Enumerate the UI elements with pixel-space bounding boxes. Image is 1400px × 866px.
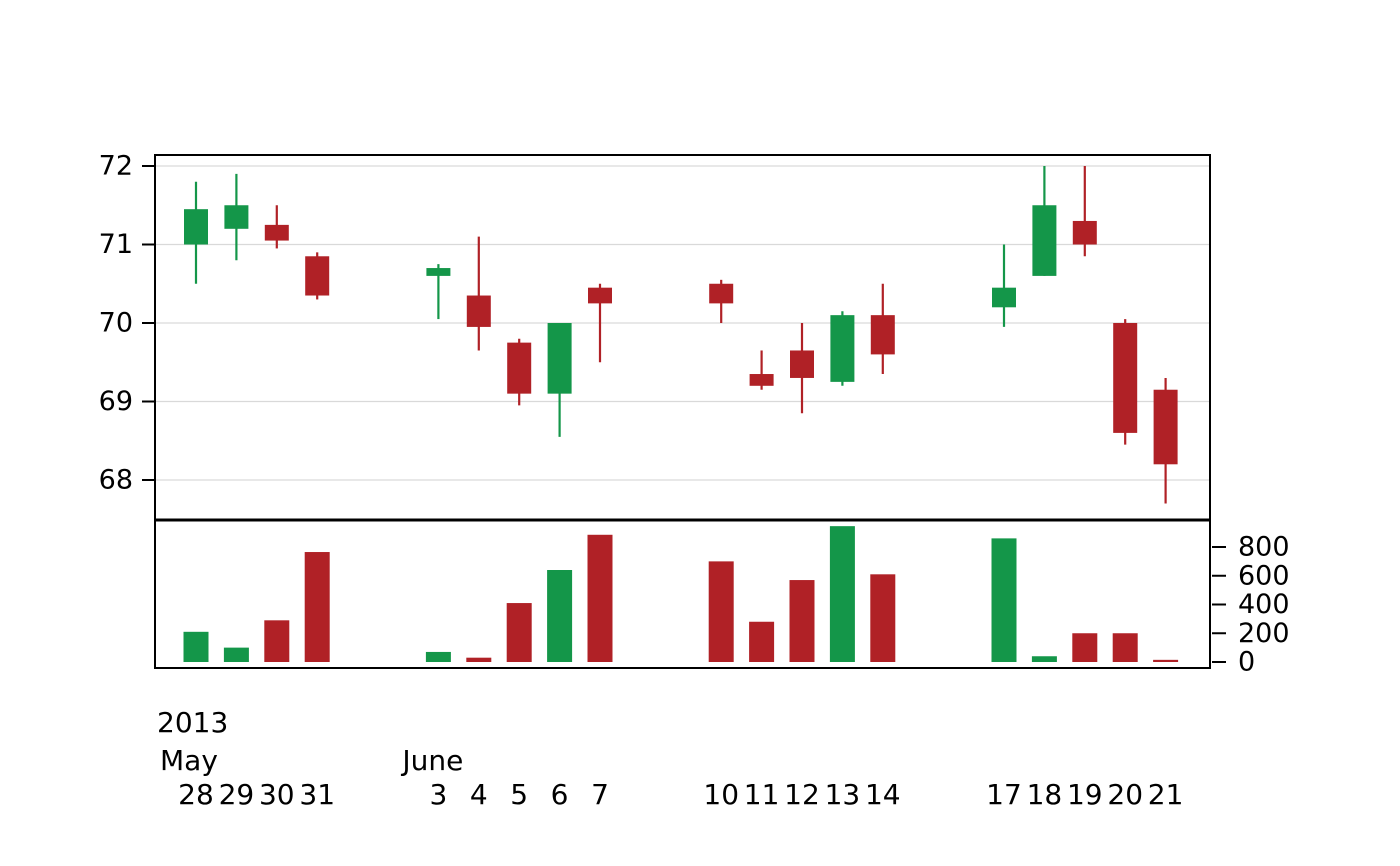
candle-body [1032, 205, 1057, 276]
volume-bar [1072, 633, 1098, 662]
day-axis-label: 31 [299, 778, 335, 811]
candle-body [588, 287, 612, 304]
volume-bar [506, 603, 532, 662]
candle-body [224, 205, 249, 229]
candle-body [547, 323, 572, 394]
volume-bar [870, 574, 896, 662]
candle-body [184, 209, 208, 245]
volume-axis-label: 600 [1238, 560, 1290, 591]
day-axis-label: 7 [591, 778, 609, 811]
candle-body [992, 287, 1016, 308]
day-axis-label: 28 [178, 778, 214, 811]
day-axis-label: 13 [825, 778, 861, 811]
volume-bar [466, 657, 492, 662]
candle-body [790, 350, 814, 378]
candle-body [466, 295, 491, 327]
day-axis-label: 19 [1067, 778, 1103, 811]
candle-body [1153, 389, 1178, 465]
month-axis-label: May [160, 744, 218, 777]
panel-border [154, 154, 1211, 669]
volume-axis-label: 200 [1238, 618, 1290, 649]
volume-bar [304, 552, 330, 662]
volume-bar [991, 538, 1017, 662]
day-axis-label: 30 [259, 778, 295, 811]
volume-axis-label: 400 [1238, 589, 1290, 620]
volume-axis-label: 800 [1238, 532, 1290, 563]
volume-bar [749, 621, 775, 662]
day-axis-label: 11 [744, 778, 780, 811]
volume-bar [1153, 659, 1179, 662]
volume-bar [547, 570, 573, 662]
candle-body [830, 315, 855, 382]
price-axis-label: 72 [99, 151, 133, 182]
candle-body [305, 256, 330, 296]
day-axis-label: 10 [703, 778, 739, 811]
volume-bar [264, 620, 290, 662]
candle-body [264, 224, 289, 241]
volume-bar [223, 647, 249, 662]
month-axis-label: June [400, 744, 463, 777]
day-axis-label: 20 [1107, 778, 1143, 811]
candle-body [426, 268, 451, 276]
candle-body [1072, 220, 1097, 245]
day-axis-label: 29 [219, 778, 255, 811]
candle-body [709, 283, 734, 304]
volume-bar [708, 561, 734, 662]
candle-body [1113, 323, 1138, 433]
year-axis-label: 2013 [157, 706, 228, 739]
volume-bar [183, 631, 209, 662]
candle-body [749, 374, 774, 386]
day-axis-label: 21 [1148, 778, 1184, 811]
volume-bar [789, 580, 815, 662]
day-axis-label: 4 [470, 778, 488, 811]
day-axis-label: 14 [865, 778, 901, 811]
candle-body [507, 342, 532, 394]
day-axis-label: 6 [551, 778, 569, 811]
volume-bar [829, 526, 855, 662]
candle-body [870, 315, 895, 355]
day-axis-label: 12 [784, 778, 820, 811]
price-axis-label: 71 [99, 229, 133, 260]
price-axis-label: 69 [99, 386, 133, 417]
volume-bar [1031, 656, 1057, 662]
day-axis-label: 5 [510, 778, 528, 811]
volume-bar [425, 651, 451, 662]
price-axis-label: 70 [99, 308, 133, 339]
day-axis-label: 17 [986, 778, 1022, 811]
price-axis-label: 68 [99, 465, 133, 496]
volume-bar [587, 534, 613, 662]
volume-bar [1112, 633, 1138, 662]
day-axis-label: 18 [1027, 778, 1063, 811]
day-axis-label: 3 [429, 778, 447, 811]
volume-axis-label: 0 [1238, 647, 1255, 678]
